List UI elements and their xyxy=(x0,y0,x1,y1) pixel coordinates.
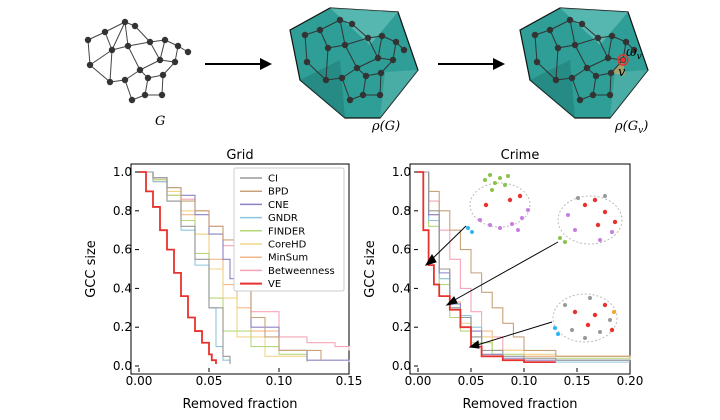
series-line-finder xyxy=(418,171,631,361)
legend-label-betweenness: Betweenness xyxy=(268,266,335,277)
y-tick-label: 0.8 xyxy=(113,204,132,218)
y-tick-label: 0.2 xyxy=(392,320,411,334)
chart-crime-series xyxy=(418,171,631,364)
x-tick-label: 0.05 xyxy=(196,374,223,388)
arrow-1 xyxy=(205,58,272,70)
legend-label-gndr: GNDR xyxy=(268,213,298,224)
x-tick-label: 0.15 xyxy=(564,374,591,388)
hull-v-diagram: ωv v ρ(Gv) xyxy=(519,7,649,136)
series-line-ve xyxy=(139,171,217,365)
legend-label-bpd: BPD xyxy=(268,187,289,198)
x-tick-label: 0.05 xyxy=(458,374,485,388)
x-tick-label: 0.10 xyxy=(511,374,538,388)
series-line-corehd xyxy=(418,171,630,357)
legend-label-finder: FINDER xyxy=(268,226,305,237)
inset-network-2 xyxy=(557,194,623,245)
y-tick-label: 0.0 xyxy=(392,359,411,373)
highlight-node xyxy=(617,54,629,66)
y-tick-label: 0.0 xyxy=(113,359,132,373)
hull-v-label: ρ(Gv) xyxy=(614,119,648,136)
y-tick-label: 0.4 xyxy=(113,281,132,295)
chart-crime-frame xyxy=(409,163,631,375)
chart-crime-xlabel: Removed fraction xyxy=(462,397,577,412)
inset-network-1 xyxy=(466,173,531,234)
chart-crime-ticks: 0.00 0.05 0.10 0.15 0.20 0.0 0.2 0.4 0.6 0.8 1.0 xyxy=(392,165,643,388)
y-tick-label: 0.8 xyxy=(392,204,411,218)
legend-label-minsum: MinSum xyxy=(268,253,308,264)
chart-grid-title: Grid xyxy=(226,148,253,163)
x-tick-label: 0.20 xyxy=(617,374,644,388)
legend-label-corehd: CoreHD xyxy=(268,240,307,251)
y-tick-label: 0.6 xyxy=(113,243,132,257)
chart-grid-xlabel: Removed fraction xyxy=(182,397,297,412)
graph-diagram: G xyxy=(84,18,192,129)
x-tick-label: 0.00 xyxy=(126,374,153,388)
omega-label: ωv xyxy=(626,45,642,62)
series-line-ci xyxy=(139,171,231,365)
chart-grid-legend: CI BPD CNE GNDR FINDER CoreHD MinSum Betweennes… xyxy=(233,167,345,292)
chart-crime-title: Crime xyxy=(501,148,540,163)
legend-label-cne: CNE xyxy=(268,200,289,211)
graph-nodes xyxy=(84,18,192,104)
inset-network-3 xyxy=(552,293,618,343)
legend-label-ci: CI xyxy=(268,174,278,185)
chart-grid-ylabel: GCC size xyxy=(84,240,99,298)
y-tick-label: 1.0 xyxy=(113,165,132,179)
series-line-gndr xyxy=(418,171,630,363)
graph-label: G xyxy=(155,114,165,129)
x-tick-label: 0.10 xyxy=(266,374,293,388)
y-tick-label: 0.6 xyxy=(392,243,411,257)
chart-grid: Grid 0.00 0.05 0.10 0.150.00.20.40.60.81.0 … xyxy=(84,148,362,412)
chart-grid-series xyxy=(139,171,350,365)
arrow-2 xyxy=(438,58,505,70)
hull-label: ρ(G) xyxy=(371,119,400,134)
y-tick-label: 0.4 xyxy=(392,281,411,295)
inset-arrows xyxy=(424,225,559,349)
series-line-ve xyxy=(418,171,556,364)
chart-grid-frame xyxy=(130,163,350,375)
x-tick-label: 0.00 xyxy=(405,374,432,388)
y-tick-label: 1.0 xyxy=(392,165,411,179)
y-tick-label: 0.2 xyxy=(113,320,132,334)
hull-diagram: ρ(G) xyxy=(289,7,419,134)
x-tick-label: 0.15 xyxy=(336,374,363,388)
legend-label-ve: VE xyxy=(268,279,281,290)
chart-grid-ticks: 0.00 0.05 0.10 0.15 0.0 0.2 0.4 0.6 0.8 1.0 xyxy=(113,165,362,388)
v-label: v xyxy=(618,65,626,80)
chart-crime: Crime 0.00 0.05 0.10 0.15 0.200.00.20.40.60.… xyxy=(363,148,643,412)
chart-crime-ylabel: GCC size xyxy=(363,240,378,298)
